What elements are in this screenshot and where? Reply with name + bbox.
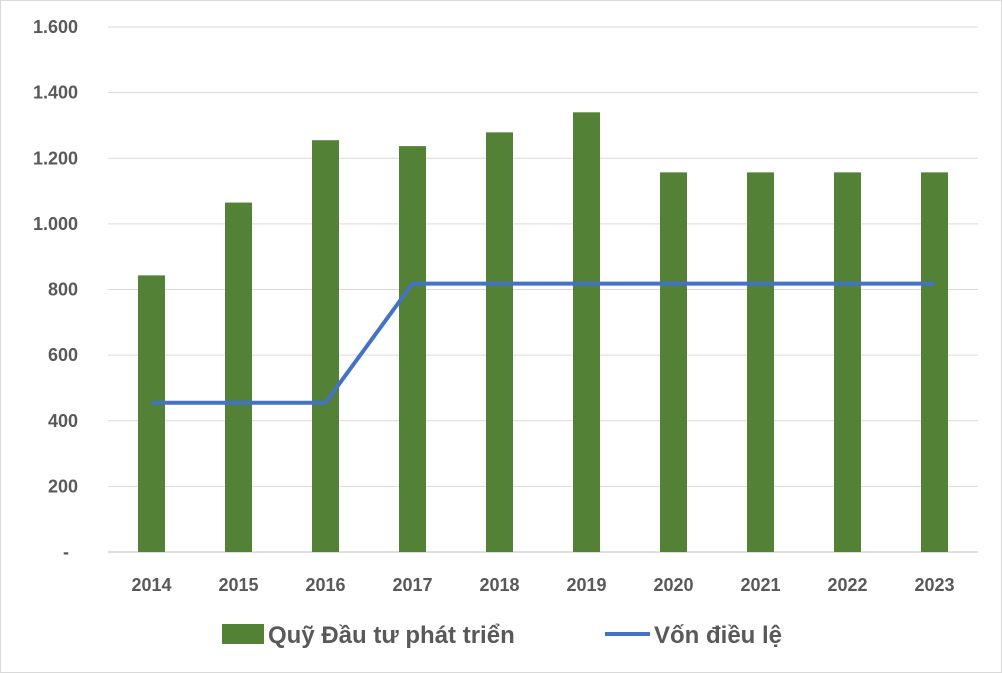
x-tick-label: 2021 (740, 575, 780, 595)
y-tick-label: 600 (48, 345, 78, 365)
x-tick-label: 2018 (479, 575, 519, 595)
bar (138, 275, 165, 552)
x-axis-ticks: 2014 2015 2016 2017 2018 2019 2020 2021 2022 2023 (131, 575, 954, 595)
y-axis-ticks: - 200 400 600 800 1.000 1.200 1.400 1.600 (33, 17, 78, 562)
bar (660, 172, 687, 552)
series-line (151, 281, 935, 405)
x-tick-label: 2016 (305, 575, 345, 595)
legend-label-bar: Quỹ Đầu tư phát triển (268, 622, 515, 649)
x-tick-label: 2017 (392, 575, 432, 595)
legend: Quỹ Đầu tư phát triển Vốn điều lệ (222, 622, 782, 649)
line-series (151, 281, 935, 405)
y-tick-label: 1.600 (33, 17, 78, 37)
bar (921, 172, 948, 552)
bar (486, 132, 513, 552)
bar (225, 202, 252, 552)
gridlines (108, 26, 978, 553)
y-tick-label: - (63, 542, 69, 562)
bar (747, 172, 774, 552)
x-tick-label: 2020 (653, 575, 693, 595)
x-tick-label: 2014 (131, 575, 171, 595)
x-tick-label: 2023 (914, 575, 954, 595)
y-tick-label: 1.000 (33, 214, 78, 234)
bar (312, 140, 339, 552)
x-tick-label: 2015 (218, 575, 258, 595)
y-tick-label: 800 (48, 280, 78, 300)
legend-label-line: Vốn điều lệ (654, 622, 782, 649)
y-tick-label: 1.200 (33, 148, 78, 168)
y-tick-label: 400 (48, 411, 78, 431)
y-tick-label: 1.400 (33, 83, 78, 103)
y-tick-label: 200 (48, 476, 78, 496)
bar (399, 146, 426, 552)
x-tick-label: 2022 (827, 575, 867, 595)
bar (834, 172, 861, 552)
bar-series (138, 112, 948, 552)
x-tick-label: 2019 (566, 575, 606, 595)
legend-swatch-bar (222, 624, 264, 644)
bar (573, 112, 600, 552)
